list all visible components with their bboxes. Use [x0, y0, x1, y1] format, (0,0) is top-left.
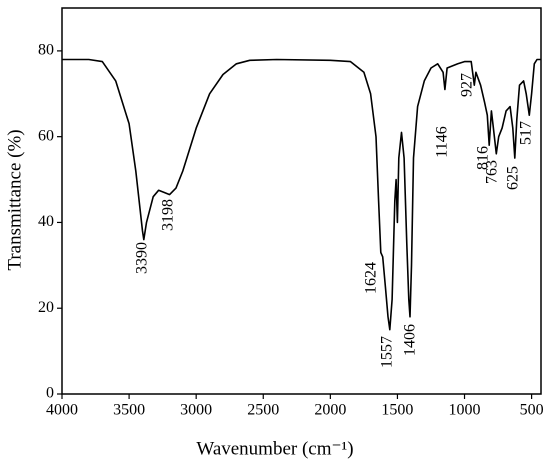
peak-label: 625 — [505, 166, 522, 190]
y-tick-label: 40 — [38, 213, 54, 230]
x-tick-label: 4000 — [46, 402, 78, 419]
x-axis-label: Wavenumber (cm⁻¹) — [196, 438, 353, 459]
y-tick-label: 80 — [38, 42, 54, 59]
y-tick-label: 20 — [38, 299, 54, 316]
peak-label: 927 — [459, 73, 476, 97]
x-tick-label: 3000 — [180, 402, 212, 419]
y-axis-label: Transmittance (%) — [4, 129, 25, 270]
peak-label: 3198 — [160, 199, 177, 231]
x-tick-label: 500 — [520, 402, 544, 419]
x-tick-label: 1500 — [381, 402, 413, 419]
plot-frame — [61, 7, 542, 395]
peak-label: 517 — [518, 121, 535, 145]
x-tick-label: 2500 — [247, 402, 279, 419]
spectrum-line — [62, 58, 541, 331]
peak-label: 3390 — [134, 242, 151, 274]
peak-label: 1557 — [379, 336, 396, 368]
x-tick-label: 3500 — [113, 402, 145, 419]
y-tick-label: 60 — [38, 127, 54, 144]
peak-label: 763 — [484, 160, 501, 184]
peak-label: 816 — [475, 146, 492, 170]
y-tick-label: 0 — [46, 385, 54, 402]
peak-label: 1624 — [363, 262, 380, 294]
peak-label: 1406 — [402, 324, 419, 356]
peak-label: 1146 — [434, 126, 451, 157]
x-tick-label: 1000 — [449, 402, 481, 419]
x-tick-label: 2000 — [314, 402, 346, 419]
